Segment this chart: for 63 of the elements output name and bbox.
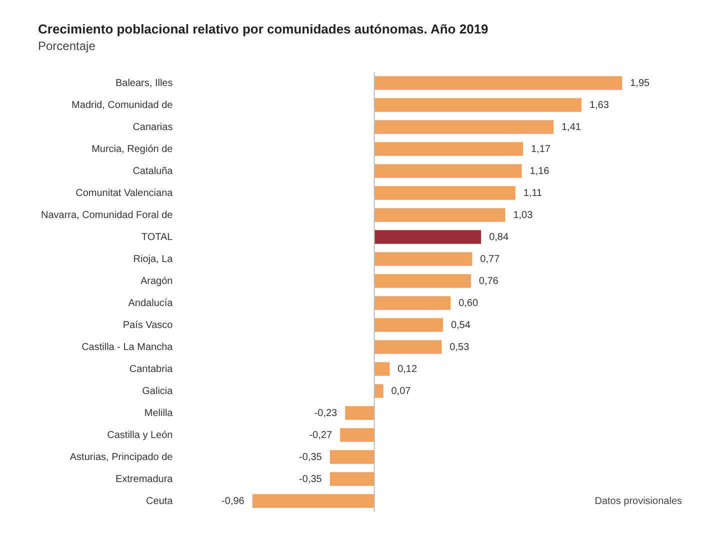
bar: [374, 296, 451, 310]
bar: [374, 274, 471, 288]
chart-title: Crecimiento poblacional relativo por comunidades autónomas. Año 2019: [38, 21, 488, 36]
data-label: -0,35: [299, 452, 322, 463]
bar: [252, 494, 374, 508]
y-tick-label: Castilla y León: [107, 430, 173, 441]
y-tick-label: Cantabria: [129, 364, 174, 375]
data-label: 0,84: [489, 232, 509, 243]
y-tick-label: Rioja, La: [133, 254, 174, 265]
data-label: 1,95: [630, 78, 650, 89]
y-tick-label: Madrid, Comunidad de: [72, 100, 174, 111]
bar: [374, 384, 384, 398]
data-label: 0,77: [480, 254, 500, 265]
data-label: -0,35: [299, 474, 322, 485]
data-label: 1,17: [531, 144, 551, 155]
data-label: -0,96: [222, 496, 245, 507]
y-tick-label: Galicia: [142, 386, 174, 397]
y-tick-label: Comunitat Valenciana: [76, 188, 174, 199]
data-label: -0,27: [309, 430, 332, 441]
data-label: 0,60: [458, 298, 478, 309]
y-tick-label: Melilla: [144, 408, 174, 419]
bar: [374, 120, 554, 134]
bar: [374, 186, 516, 200]
data-label: 0,12: [398, 364, 418, 375]
bar: [330, 450, 374, 464]
bar: [374, 164, 522, 178]
bar: [374, 142, 523, 156]
y-tick-label: Murcia, Región de: [92, 144, 174, 155]
y-tick-label: Ceuta: [146, 496, 174, 507]
data-label: 0,76: [478, 276, 499, 287]
bar: [374, 98, 582, 112]
y-tick-label: Asturias, Principado de: [70, 452, 174, 463]
text: Porcentaje: [38, 39, 96, 54]
bar: [340, 428, 374, 442]
y-tick-label: Andalucía: [128, 298, 174, 309]
y-tick-label: Cataluña: [132, 166, 174, 177]
data-label: 1,41: [561, 122, 582, 133]
bar: [374, 340, 442, 354]
data-label: 1,16: [530, 166, 550, 177]
y-tick-label: Aragón: [140, 276, 173, 287]
y-tick-label: Navarra, Comunidad Foral de: [40, 210, 174, 221]
y-tick-label: Canarias: [132, 122, 173, 133]
bar: [374, 318, 443, 332]
data-label: -0,23: [314, 408, 338, 419]
bar: [330, 472, 374, 486]
y-tick-label: País Vasco: [122, 320, 174, 331]
data-label: 0,07: [391, 386, 412, 397]
bar: [374, 76, 622, 90]
annotation: Datos provisionales: [594, 496, 682, 507]
data-label: 1,11: [523, 188, 543, 199]
data-label: 0,54: [450, 320, 471, 331]
data-label: 1,03: [513, 210, 534, 221]
data-label: 1,63: [589, 100, 610, 111]
bar: [374, 252, 472, 266]
data-label: 0,53: [450, 342, 470, 353]
y-tick-label: Castilla - La Mancha: [82, 342, 174, 353]
bar: [374, 230, 482, 244]
y-tick-label: Extremadura: [115, 474, 174, 485]
y-tick-label: TOTAL: [141, 232, 174, 243]
bar: [374, 208, 506, 222]
bar: [374, 362, 390, 376]
bar: [345, 406, 374, 420]
y-tick-label: Balears, Illes: [115, 78, 173, 89]
